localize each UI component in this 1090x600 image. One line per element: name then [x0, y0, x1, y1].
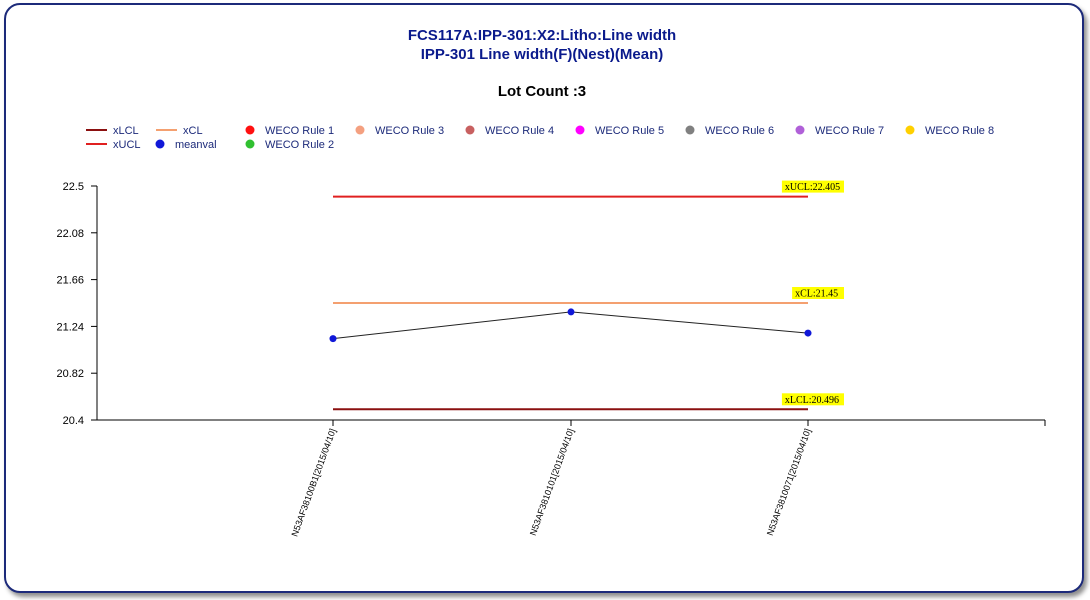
legend-swatch-dot: [245, 125, 255, 135]
y-tick-label: 22.5: [63, 181, 84, 193]
legend-label: WECO Rule 2: [265, 139, 334, 151]
legend-label: WECO Rule 5: [595, 125, 664, 137]
legend-item: WECO Rule 8: [905, 125, 994, 137]
legend-swatch-dot: [905, 125, 915, 135]
meanval-point: [329, 335, 337, 343]
legend-label: xLCL: [113, 125, 139, 137]
limit-label-bg: [781, 393, 844, 406]
y-tick-label: 20.82: [56, 368, 84, 380]
chart-axes: 22.5 22.08 21.66 21.24 20.82 20.4 N53AF38100B1…: [56, 181, 1046, 538]
legend-label: xCL: [183, 125, 203, 137]
legend-item: WECO Rule 6: [685, 125, 774, 137]
limit-label-xucl: xUCL:22.405: [785, 182, 840, 193]
chart-legend: xLCL xCL WECO Rule 1 WECO Rule 3 WECO Rule 4…: [86, 125, 994, 151]
y-tick-label: 21.24: [56, 321, 84, 333]
legend-label: WECO Rule 6: [705, 125, 774, 137]
legend-label: meanval: [175, 139, 217, 151]
legend-item: xLCL: [86, 125, 139, 137]
legend-item: WECO Rule 3: [355, 125, 444, 137]
limit-label-xlcl: xLCL:20.496: [785, 395, 839, 406]
chart-title-line2: IPP-301 Line width(F)(Nest)(Mean): [421, 46, 664, 63]
lot-count-label: Lot Count :3: [498, 83, 586, 100]
y-tick-label: 20.4: [63, 415, 84, 427]
legend-label: WECO Rule 8: [925, 125, 994, 137]
x-tick-label: N53AF38100B1[2015/04/10]: [289, 427, 337, 538]
legend-item: WECO Rule 1: [245, 125, 334, 137]
chart-frame: [4, 3, 1084, 593]
limit-label-bg: [781, 180, 844, 193]
x-tick-label: N53AF3810071[2015/04/10]: [765, 427, 813, 537]
legend-item: WECO Rule 7: [795, 125, 884, 137]
legend-swatch-dot: [465, 125, 475, 135]
legend-swatch-dot: [355, 125, 365, 135]
chart-title-line1: FCS117A:IPP-301:X2:Litho:Line width: [408, 27, 676, 44]
legend-item: WECO Rule 2: [245, 139, 334, 151]
legend-swatch-dot: [155, 139, 165, 149]
legend-swatch-dot: [575, 125, 585, 135]
legend-label: WECO Rule 4: [485, 125, 554, 137]
legend-label: WECO Rule 3: [375, 125, 444, 137]
legend-swatch-dot: [245, 139, 255, 149]
plot-area: xUCL:22.405 xCL:21.45 xLCL:20.496: [329, 180, 844, 411]
legend-swatch-dot: [685, 125, 695, 135]
legend-label: WECO Rule 1: [265, 125, 334, 137]
legend-label: xUCL: [113, 139, 141, 151]
legend-item: WECO Rule 4: [465, 125, 554, 137]
limit-label-bg: [792, 287, 844, 299]
legend-swatch-dot: [795, 125, 805, 135]
legend-item: meanval: [155, 139, 217, 151]
y-tick-label: 22.08: [56, 228, 84, 240]
legend-item: xCL: [156, 125, 203, 137]
meanval-point: [567, 308, 575, 316]
legend-item: WECO Rule 5: [575, 125, 664, 137]
legend-item: xUCL: [86, 139, 141, 151]
x-tick-label: N53AF3810101[2015/04/10]: [528, 427, 576, 537]
limit-label-xcl: xCL:21.45: [795, 289, 838, 300]
meanval-line: [332, 311, 809, 340]
meanval-point: [804, 329, 812, 337]
y-tick-label: 21.66: [56, 275, 84, 287]
legend-label: WECO Rule 7: [815, 125, 884, 137]
